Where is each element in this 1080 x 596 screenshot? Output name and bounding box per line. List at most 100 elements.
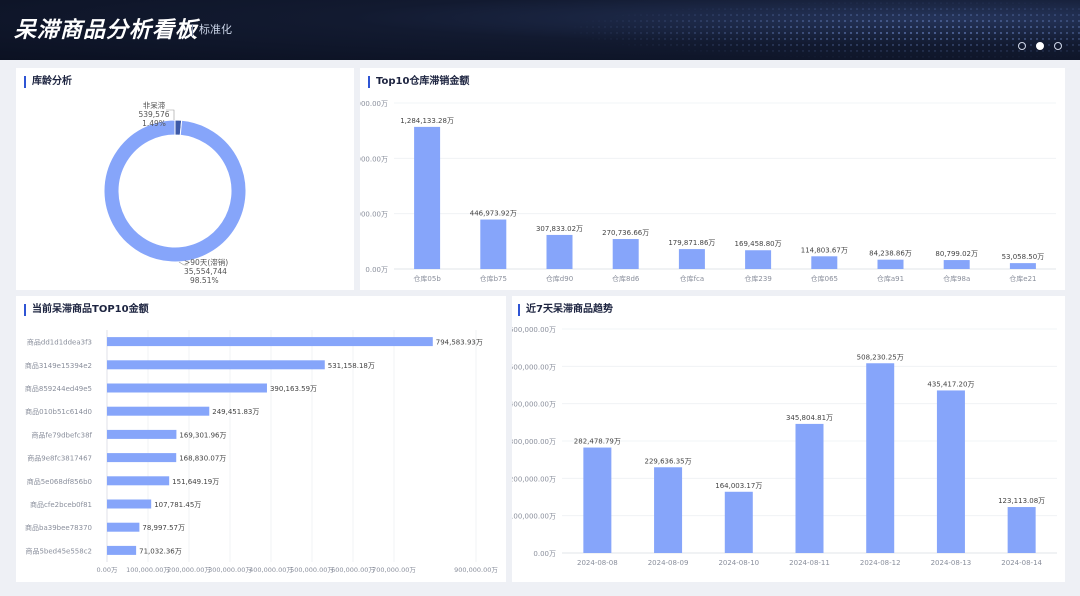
x-tick-label: 600,000.00万 — [331, 566, 375, 574]
x-tick-label: 2024-08-11 — [789, 559, 830, 567]
x-tick-label: 仓库d90 — [546, 274, 573, 283]
bar-value-label: 270,736.66万 — [602, 229, 649, 237]
bar — [678, 249, 705, 269]
bar-value-label: 446,973.92万 — [470, 210, 517, 218]
warehouse-bar-chart: 0.00万 500,000.00万 1,000,000.00万 1,500,000.0… — [334, 100, 1056, 283]
y-tick-label: 500,000.00万 — [512, 363, 556, 371]
header-decoration — [560, 0, 1080, 60]
x-tick-label: 0.00万 — [97, 566, 118, 574]
x-tick-label: 500,000.00万 — [290, 566, 334, 574]
bar-value-label: 53,058.50万 — [1002, 253, 1045, 261]
bar — [414, 126, 441, 269]
bar — [107, 406, 210, 416]
age-analysis-panel: 库龄分析 非呆滞 539,576 1.49% >90天(滞销) 35,554,744 98… — [16, 68, 354, 290]
bar-value-label: 164,003.17万 — [715, 482, 762, 490]
x-tick-label: 2024-08-09 — [648, 559, 689, 567]
goods-panel: 当前呆滞商品TOP10金额 0.00万 100,000.00万 200,000.00… — [16, 296, 506, 582]
bar-value-label: 80,799.02万 — [935, 250, 978, 258]
bar-value-label: 168,830.07万 — [179, 455, 226, 463]
y-tick-label: 0.00万 — [533, 550, 556, 558]
x-tick-label: 900,000.00万 — [454, 566, 498, 574]
carousel-dot-2[interactable] — [1036, 42, 1044, 50]
bar-value-label: 107,781.45万 — [154, 501, 201, 509]
y-tick-label: 600,000.00万 — [512, 326, 556, 334]
y-tick-label: 300,000.00万 — [512, 438, 556, 446]
x-tick-label: 200,000.00万 — [167, 566, 211, 574]
bar-value-label: 390,163.59万 — [270, 385, 317, 393]
x-tick-label: 700,000.00万 — [372, 566, 416, 574]
y-tick-label: 商品010b51c614d0 — [25, 407, 92, 416]
y-tick-label: 200,000.00万 — [512, 475, 556, 483]
x-tick-label: 仓库b75 — [480, 274, 507, 283]
bar-value-label: 71,032.36万 — [139, 547, 182, 555]
bar — [107, 545, 137, 555]
slice-label-value: 539,576 — [138, 110, 169, 119]
x-tick-label: 仓库fca — [680, 274, 705, 283]
y-tick-label: 商品9e8fc3817467 — [27, 454, 92, 463]
bar-value-label: 229,636.35万 — [645, 457, 692, 465]
x-tick-label: 仓库239 — [744, 274, 771, 283]
trend-panel: 近7天呆滞商品趋势 0.00万 100,000.00万 200,000.00万 300… — [509, 296, 1065, 582]
x-tick-label: 仓库e21 — [1009, 274, 1036, 283]
bar — [546, 234, 573, 269]
bar-value-label: 114,803.67万 — [801, 246, 848, 254]
bar-value-label: 249,451.83万 — [212, 408, 259, 416]
bar — [795, 423, 824, 553]
bar — [1007, 507, 1036, 553]
carousel-dot-1[interactable] — [1018, 42, 1026, 50]
x-tick-label: 2024-08-12 — [860, 559, 901, 567]
bar-value-label: 307,833.02万 — [536, 225, 583, 233]
bar — [583, 447, 612, 553]
bar — [107, 429, 177, 439]
bar-value-label: 345,804.81万 — [786, 414, 833, 422]
y-tick-label: 商品3149e15394e2 — [25, 361, 92, 370]
trend-title: 近7天呆滞商品趋势 — [518, 304, 613, 316]
y-tick-label: 500,000.00万 — [360, 211, 388, 219]
x-tick-label: 300,000.00万 — [208, 566, 252, 574]
goods-title: 当前呆滞商品TOP10金额 — [24, 304, 149, 316]
slice-label-pct: 98.51% — [190, 276, 219, 285]
bar-value-label: 435,417.20万 — [927, 380, 974, 388]
slice-label-name: >90天(滞销) — [184, 257, 228, 267]
carousel-dot-3[interactable] — [1054, 42, 1062, 50]
x-tick-label: 2024-08-13 — [931, 559, 972, 567]
bar — [936, 390, 965, 553]
x-tick-label: 100,000.00万 — [126, 566, 170, 574]
bar-value-label: 531,158.18万 — [328, 362, 375, 370]
warehouse-title: Top10仓库滞销金额 — [368, 76, 469, 88]
y-tick-label: 商品ba39bee78370 — [25, 523, 92, 532]
x-tick-label: 仓库98a — [943, 274, 970, 283]
bar-value-label: 794,583.93万 — [436, 339, 483, 347]
bar-value-label: 508,230.25万 — [857, 353, 904, 361]
y-tick-label: 商品dd1d1ddea3f3 — [27, 338, 92, 347]
age-analysis-title: 库龄分析 — [24, 76, 72, 88]
x-tick-label: 2024-08-08 — [577, 559, 618, 567]
page-title: 呆滞商品分析看板 — [14, 18, 199, 43]
warehouse-panel: Top10仓库滞销金额 0.00万 500,000.00万 1,000,000.00… — [334, 68, 1065, 290]
y-tick-label: 商品5e068df856b0 — [27, 477, 92, 486]
y-tick-label: 1,000,000.00万 — [360, 155, 388, 163]
y-tick-label: 1,500,000.00万 — [360, 100, 388, 108]
slice-label-pct: 1.49% — [142, 119, 166, 128]
bar-value-label: 1,284,133.28万 — [400, 117, 454, 125]
bar — [654, 467, 683, 553]
bar — [107, 360, 325, 370]
y-tick-label: 商品fe79dbefc38f — [31, 430, 92, 439]
bar — [811, 256, 838, 269]
trend-bar-chart: 0.00万 100,000.00万 200,000.00万 300,000.00万 40… — [509, 326, 1057, 567]
bar — [866, 363, 895, 553]
x-tick-label: 仓库a91 — [877, 274, 904, 283]
slice-label-value: 35,554,744 — [184, 267, 227, 276]
x-tick-label: 2024-08-14 — [1001, 559, 1042, 567]
carousel-dots — [1018, 42, 1062, 50]
bar-value-label: 78,997.57万 — [142, 524, 185, 532]
bar — [612, 239, 639, 269]
goods-bar-chart: 0.00万 100,000.00万200,000.00万300,000.00万40… — [25, 330, 498, 574]
bar — [745, 250, 772, 269]
donut-slice — [103, 119, 247, 263]
bar — [107, 476, 170, 486]
x-tick-label: 2024-08-10 — [718, 559, 759, 567]
bar-value-label: 151,649.19万 — [172, 478, 219, 486]
slice-label-name: 非呆滞 — [143, 100, 166, 110]
